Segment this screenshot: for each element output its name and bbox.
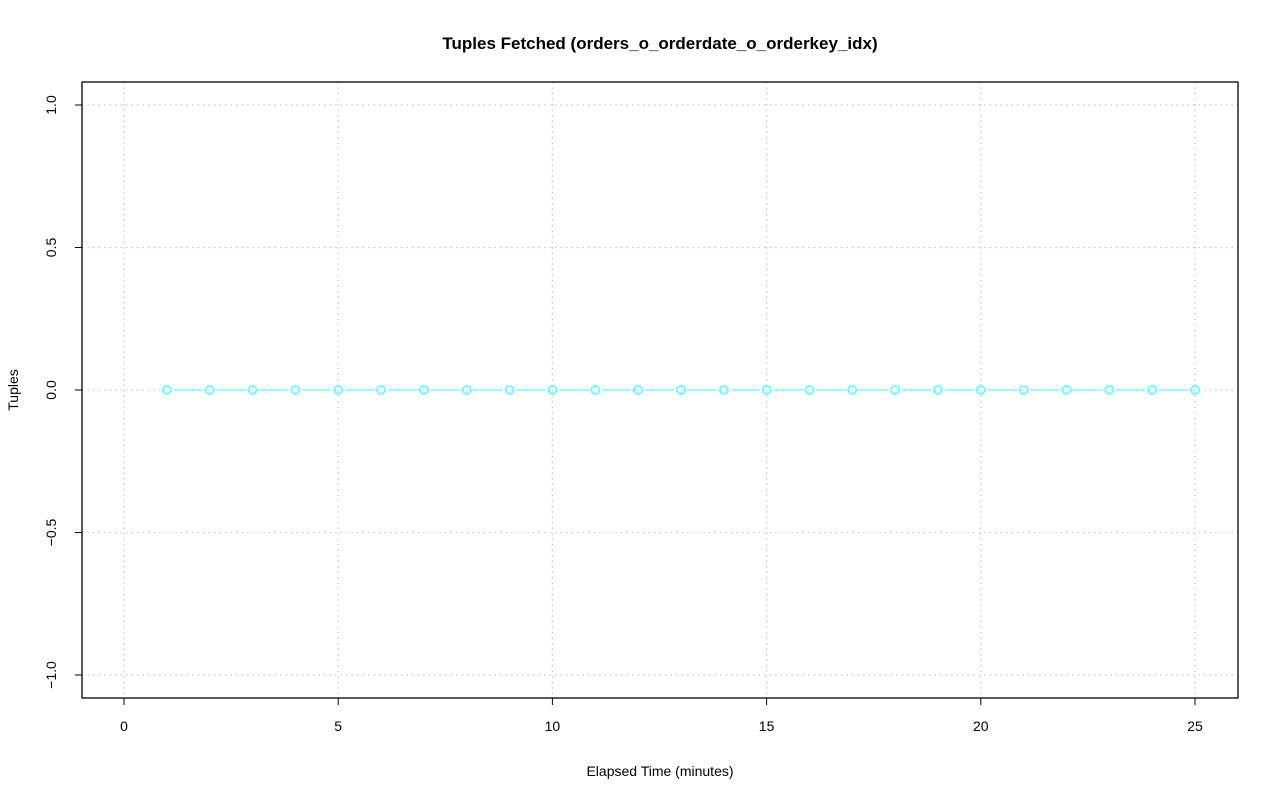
data-point: [1104, 385, 1115, 395]
data-point: [161, 385, 172, 395]
data-point: [247, 385, 258, 395]
x-tick-label: 15: [759, 718, 775, 734]
data-point: [633, 385, 643, 395]
data-point: [804, 385, 815, 395]
y-axis-label: Tuples: [5, 369, 21, 411]
data-point: [890, 385, 901, 395]
y-axis: −1.0 −0.5 0.0 0.5 1.0: [43, 95, 82, 689]
y-tick-label: 0.0: [43, 380, 59, 400]
data-point: [376, 385, 386, 395]
y-tick-label: −0.5: [43, 518, 59, 546]
y-tick-label: −1.0: [43, 661, 59, 689]
x-tick-label: 20: [973, 718, 989, 734]
data-point: [676, 385, 686, 395]
data-point: [761, 385, 772, 395]
data-point: [590, 385, 601, 395]
x-tick-label: 5: [334, 718, 342, 734]
data-point: [461, 385, 472, 395]
data-point: [290, 385, 301, 395]
data-point: [1061, 385, 1072, 395]
data-point: [718, 385, 729, 395]
x-axis-label: Elapsed Time (minutes): [586, 763, 733, 779]
y-tick-label: 1.0: [43, 95, 59, 115]
data-point: [847, 385, 858, 395]
data-point: [204, 385, 215, 395]
x-tick-label: 25: [1187, 718, 1203, 734]
series: [161, 385, 1200, 395]
data-point: [975, 385, 986, 395]
x-tick-label: 0: [120, 718, 128, 734]
data-point: [1147, 385, 1158, 395]
data-point: [418, 385, 429, 395]
data-point: [1190, 385, 1200, 395]
data-point: [933, 385, 943, 395]
data-point: [1018, 385, 1029, 395]
data-point: [547, 385, 558, 395]
x-tick-label: 10: [545, 718, 561, 734]
data-point: [333, 385, 344, 395]
y-tick-label: 0.5: [43, 238, 59, 258]
chart-title: Tuples Fetched (orders_o_orderdate_o_ord…: [442, 34, 877, 53]
x-axis: 0 5 10 15 20 25: [120, 698, 1203, 734]
data-point: [504, 385, 515, 395]
